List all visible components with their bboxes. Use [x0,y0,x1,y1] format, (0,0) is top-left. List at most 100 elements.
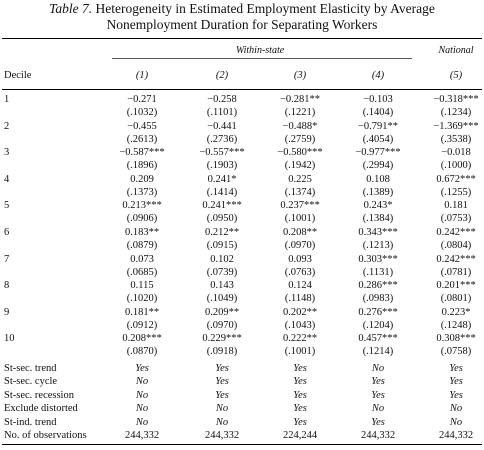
estimate-cell: 0.237*** [280,199,319,212]
estimate-cell: 0.243* [364,199,393,212]
estimate-cell: 0.225 [288,173,312,186]
std-error-cell: (.2759) [285,133,316,146]
control-value: Yes [293,402,307,415]
std-error-cell: (.0915) [207,239,238,252]
std-error-cell: (.0950) [207,212,238,225]
std-error-cell: (.0804) [441,239,472,252]
estimate-cell: 0.209** [205,306,239,319]
decile-label: 3 [4,146,9,159]
control-value: No [216,416,228,429]
std-error-cell: (.0983) [363,292,394,305]
estimate-cell: 0.242*** [436,253,475,266]
estimate-cell: −0.103 [363,93,393,106]
estimate-cell: 0.241*** [202,199,241,212]
control-value: Yes [371,375,385,388]
std-error-cell: (.1255) [441,186,472,199]
std-error-cell: (.1049) [207,292,238,305]
decile-label: 5 [4,199,9,212]
std-error-cell: (.1384) [363,212,394,225]
std-error-cell: (.0763) [285,266,316,279]
estimate-cell: 0.223* [442,306,471,319]
estimate-cell: −0.455 [127,120,157,133]
decile-label: 6 [4,226,9,239]
std-error-cell: (.1032) [127,106,158,119]
control-value: Yes [135,362,149,375]
decile-label: 7 [4,253,9,266]
std-error-cell: (.1001) [285,345,316,358]
std-error-cell: (.0918) [207,345,238,358]
estimate-cell: −0.587*** [119,146,164,159]
std-error-cell: (.1043) [285,319,316,332]
control-value: Yes [293,416,307,429]
control-value: Yes [215,389,229,402]
control-value: No [136,375,148,388]
estimate-cell: 0.213*** [122,199,161,212]
control-value: No [372,402,384,415]
std-error-cell: (.0758) [441,345,472,358]
std-error-cell: (.1373) [127,186,158,199]
observations-label: No. of observations [4,429,87,442]
control-value: No [372,362,384,375]
std-error-cell: (.1942) [285,159,316,172]
control-label: St-ind. trend [4,416,57,429]
std-error-cell: (.0739) [207,266,238,279]
std-error-cell: (.1020) [127,292,158,305]
estimate-cell: 0.124 [288,279,312,292]
control-value: No [450,416,462,429]
std-error-cell: (.0781) [441,266,472,279]
estimate-cell: 0.308*** [436,332,475,345]
control-value: Yes [449,389,463,402]
std-error-cell: (.0801) [441,292,472,305]
estimate-cell: 0.222** [283,332,317,345]
std-error-cell: (.2994) [363,159,394,172]
estimate-cell: −0.281** [280,93,320,106]
control-label: St-sec. recession [4,389,74,402]
column-header: (4) [372,69,384,82]
estimate-cell: −0.977*** [355,146,400,159]
std-error-cell: (.0970) [285,239,316,252]
std-error-cell: (.1404) [363,106,394,119]
estimate-cell: 0.202** [283,306,317,319]
decile-label: 2 [4,120,9,133]
std-error-cell: (.4054) [363,133,394,146]
estimate-cell: 0.457*** [358,332,397,345]
std-error-cell: (.1234) [441,106,472,119]
std-error-cell: (.2736) [207,133,238,146]
std-error-cell: (.1903) [207,159,238,172]
control-value: Yes [215,362,229,375]
estimate-cell: 0.212** [205,226,239,239]
estimate-cell: −0.018 [441,146,471,159]
estimate-cell: −0.318*** [433,93,478,106]
estimate-cell: 0.143 [210,279,234,292]
observations-value: 244,332 [439,429,473,442]
std-error-cell: (.1000) [441,159,472,172]
estimate-cell: 0.181** [125,306,159,319]
estimate-cell: 0.286*** [358,279,397,292]
control-value: Yes [371,389,385,402]
control-value: Yes [293,389,307,402]
control-value: Yes [215,375,229,388]
std-error-cell: (.1221) [285,106,316,119]
table-number: Table 7. [49,1,92,16]
decile-label: 10 [4,332,15,345]
estimate-cell: 0.208** [283,226,317,239]
estimate-cell: 0.108 [366,173,390,186]
std-error-cell: (.1389) [363,186,394,199]
control-value: Yes [371,416,385,429]
std-error-cell: (.1213) [363,239,394,252]
control-value: Yes [449,362,463,375]
observations-value: 244,332 [125,429,159,442]
estimate-cell: 0.209 [130,173,154,186]
column-header: (3) [294,69,306,82]
std-error-cell: (.1204) [363,319,394,332]
estimate-cell: 0.181 [444,199,468,212]
estimate-cell: 0.115 [130,279,153,292]
std-error-cell: (.0879) [127,239,158,252]
top-rule [2,38,482,39]
estimate-cell: 0.208*** [122,332,161,345]
control-value: No [136,389,148,402]
std-error-cell: (.0970) [207,319,238,332]
estimate-cell: 0.201*** [436,279,475,292]
bottom-rule [2,444,482,445]
